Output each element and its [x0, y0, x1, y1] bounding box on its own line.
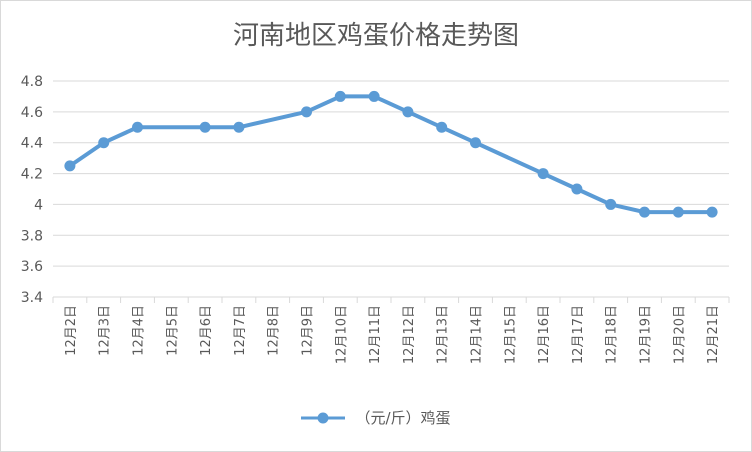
- data-point: [470, 137, 481, 149]
- x-tick-label: 12月7日: [233, 305, 248, 356]
- x-tick-label: 12月9日: [301, 305, 316, 356]
- series-line: [67, 94, 715, 215]
- x-tick-label: 12月17日: [571, 305, 586, 364]
- x-tick-label: 12月6日: [199, 305, 214, 356]
- x-tick-label: 12月21日: [706, 305, 721, 364]
- legend-line-marker-icon: [301, 412, 346, 423]
- x-tick-label: 12月8日: [267, 305, 282, 356]
- y-tick-label: 3.6: [21, 259, 43, 275]
- x-tick-label: 12月2日: [64, 305, 79, 356]
- data-point: [301, 106, 312, 118]
- x-tick-label: 12月11日: [368, 305, 383, 364]
- data-point: [706, 206, 718, 218]
- x-tick-label: 12月15日: [503, 305, 518, 364]
- legend: （元/斤）鸡蛋: [1, 407, 751, 428]
- x-tick-label: 12月14日: [470, 305, 485, 364]
- data-point: [639, 206, 650, 218]
- x-tick-label: 12月13日: [436, 305, 451, 364]
- data-point: [605, 198, 617, 210]
- y-tick-label: 4.2: [21, 167, 43, 183]
- x-tick-label: 12月18日: [605, 305, 620, 364]
- data-point: [402, 106, 414, 118]
- y-tick-label: 4.6: [21, 105, 43, 121]
- data-point: [571, 183, 583, 195]
- data-point: [368, 90, 380, 102]
- data-point: [233, 121, 245, 133]
- chart-title: 河南地区鸡蛋价格走势图: [232, 21, 519, 51]
- y-tick-label: 4.8: [21, 74, 43, 90]
- y-tick-label: 3.4: [21, 290, 43, 306]
- data-point: [132, 121, 143, 133]
- x-tick-label: 12月10日: [334, 305, 349, 364]
- x-tick-label: 12月20日: [672, 305, 687, 364]
- x-tick-label: 12月19日: [639, 305, 654, 364]
- y-tick-label: 4.4: [21, 136, 43, 152]
- x-tick-label: 12月4日: [132, 305, 147, 356]
- x-tick-label: 12月12日: [402, 305, 417, 364]
- legend-label: （元/斤）鸡蛋: [355, 409, 451, 427]
- data-point: [537, 168, 549, 180]
- x-tick-label: 12月16日: [537, 305, 552, 364]
- y-tick-label: 4: [34, 197, 43, 213]
- x-tick-label: 12月5日: [165, 305, 180, 356]
- x-tick-label: 12月3日: [98, 305, 113, 356]
- data-point: [98, 137, 110, 149]
- y-tick-label: 3.8: [21, 228, 43, 244]
- data-point: [436, 121, 448, 133]
- data-point: [334, 90, 346, 102]
- data-point: [672, 206, 684, 218]
- data-point: [64, 160, 76, 172]
- data-point: [199, 121, 211, 133]
